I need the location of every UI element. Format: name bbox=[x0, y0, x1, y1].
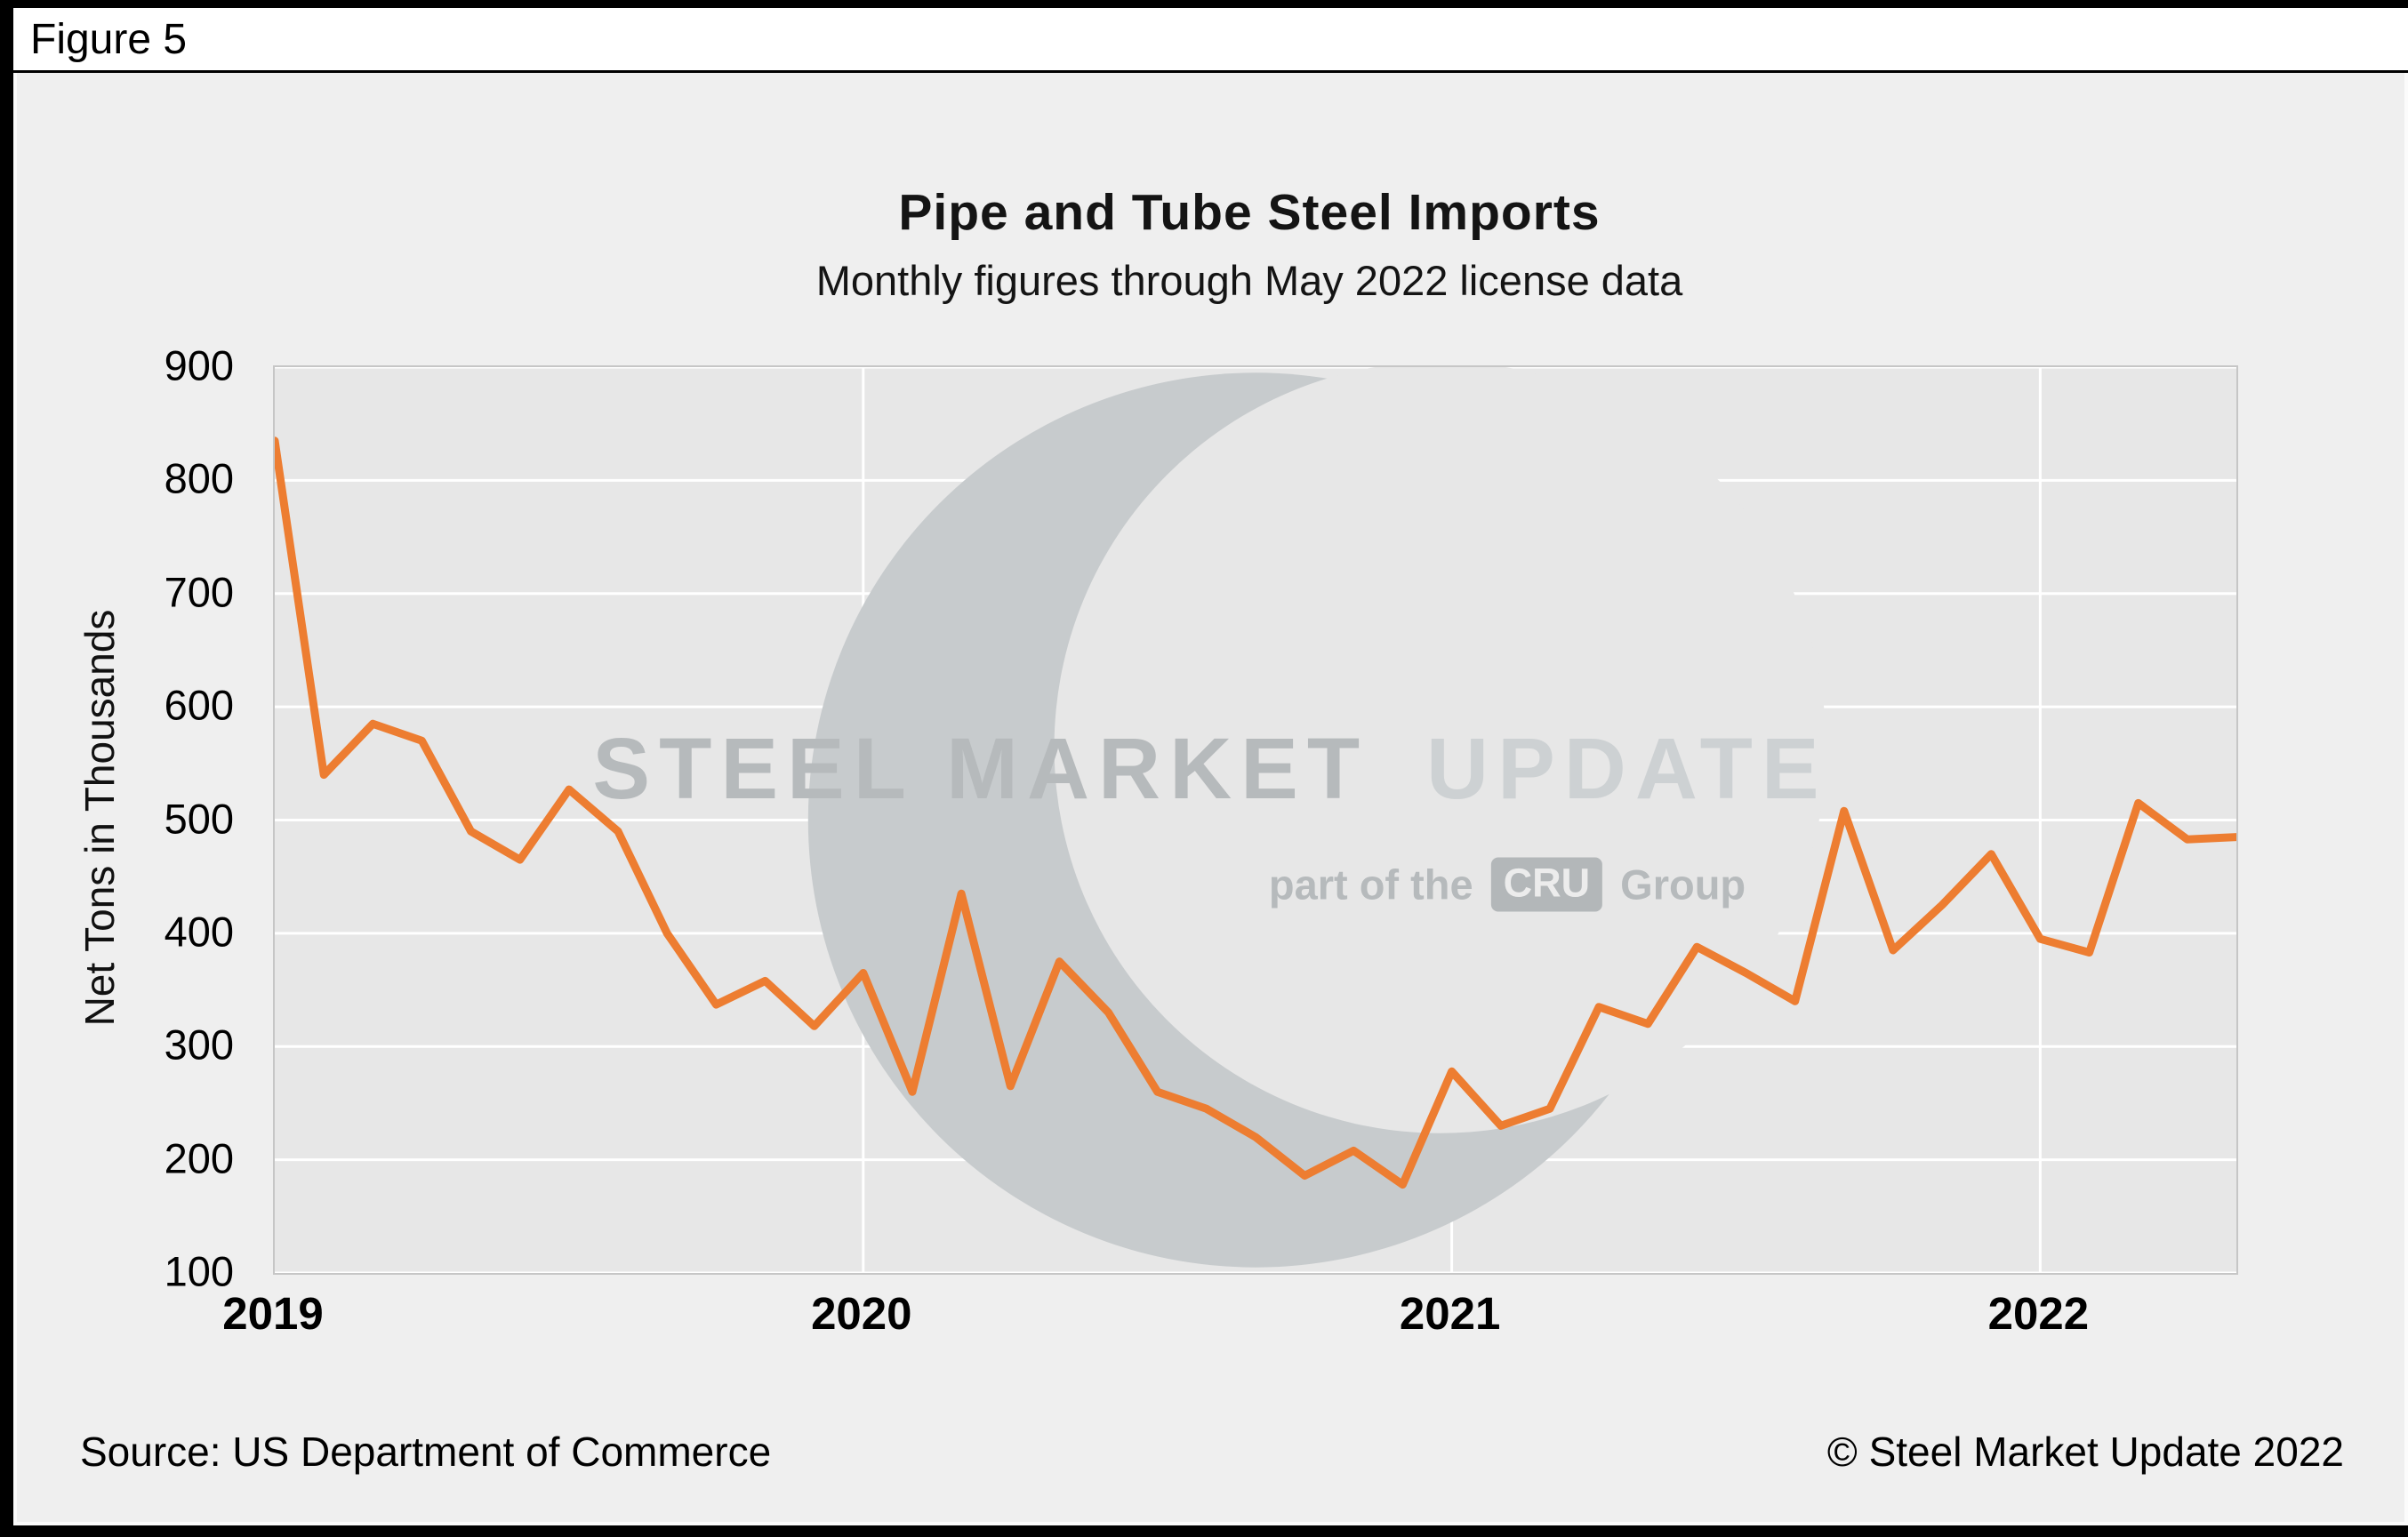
x-axis-year-label: 2021 bbox=[1399, 1288, 1501, 1339]
x-axis-year-label: 2022 bbox=[1987, 1288, 2090, 1339]
chart-subtitle: Monthly figures through May 2022 license… bbox=[815, 257, 1683, 304]
y-axis-tick-label: 200 bbox=[164, 1134, 234, 1182]
cru-badge: CRU bbox=[1490, 857, 1603, 912]
watermark-tagline-prefix: part of the bbox=[1268, 861, 1473, 909]
copyright-note: © Steel Market Update 2022 bbox=[1826, 1429, 2344, 1475]
series-line bbox=[275, 436, 2236, 1189]
figure-header: Figure 5 bbox=[0, 8, 2408, 73]
page-left-border bbox=[0, 0, 13, 1537]
watermark-tagline-suffix: Group bbox=[1620, 861, 1746, 909]
figure-label: Figure 5 bbox=[30, 16, 188, 63]
y-axis-tick-label: 800 bbox=[164, 454, 234, 502]
y-axis-tick-label: 500 bbox=[164, 795, 234, 842]
data-series-line-layer bbox=[275, 436, 2236, 1189]
y-axis-tick-label: 900 bbox=[164, 341, 234, 389]
chart-footer: Source: US Department of Commerce © Stee… bbox=[80, 1420, 2344, 1484]
watermark: STEEL MARKET UPDATE part of the CRU Grou… bbox=[275, 367, 2236, 1273]
page-bottom-border bbox=[0, 1525, 2408, 1537]
source-note: Source: US Department of Commerce bbox=[80, 1429, 772, 1475]
x-axis-year-label: 2019 bbox=[222, 1288, 324, 1339]
x-axis-labels: 2019 2020 2021 2022 bbox=[222, 1287, 2238, 1344]
crescent-logo-icon bbox=[807, 367, 1826, 1268]
watermark-brand: STEEL MARKET UPDATE bbox=[592, 719, 1827, 819]
y-axis-tick-label: 100 bbox=[164, 1247, 234, 1295]
y-axis-labels: 100 200 300 400 500 600 700 800 900 bbox=[0, 342, 253, 1295]
chart-title: Pipe and Tube Steel Imports bbox=[898, 184, 1601, 241]
y-axis-tick-label: 300 bbox=[164, 1021, 234, 1069]
page-top-border bbox=[0, 0, 2408, 8]
watermark-tagline: part of the CRU Group bbox=[1268, 857, 1746, 912]
watermark-brand-secondary: UPDATE bbox=[1426, 720, 1828, 817]
y-axis-tick-label: 700 bbox=[164, 568, 234, 616]
y-axis-tick-label: 600 bbox=[164, 681, 234, 729]
x-axis-year-label: 2020 bbox=[811, 1288, 912, 1339]
y-axis-tick-label: 400 bbox=[164, 908, 234, 956]
plot-area: STEEL MARKET UPDATE part of the CRU Grou… bbox=[273, 365, 2238, 1275]
watermark-brand-primary: STEEL MARKET bbox=[592, 720, 1369, 817]
